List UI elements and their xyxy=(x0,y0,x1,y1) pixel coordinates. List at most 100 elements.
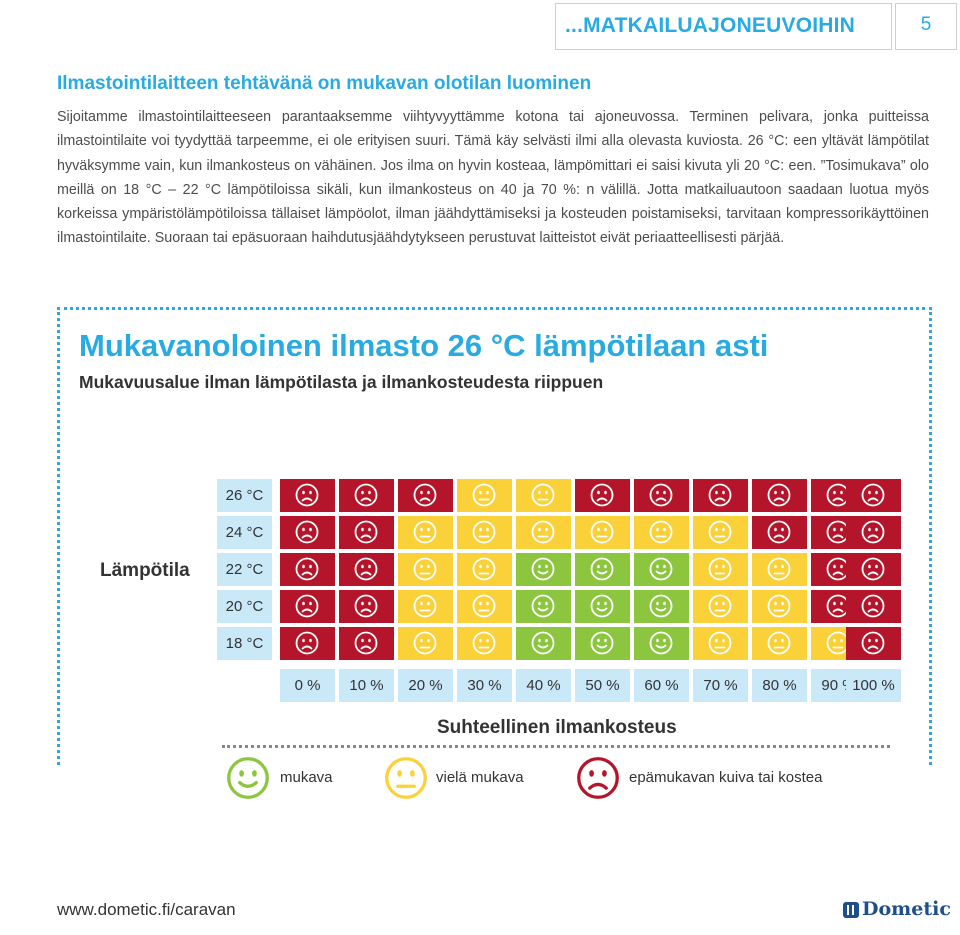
header-title-box xyxy=(555,3,892,50)
neutral-face-icon xyxy=(531,520,555,544)
frown-face-icon xyxy=(861,557,885,581)
heatmap-cell-epamukava xyxy=(280,479,335,512)
neutral-face-icon xyxy=(708,594,732,618)
heatmap-cell-vielä xyxy=(752,553,807,586)
y-tick-18: 18 °C xyxy=(217,627,272,660)
frown-face-icon xyxy=(354,557,378,581)
page-number: 5 xyxy=(920,14,932,35)
heatmap-cell-epamukava xyxy=(752,479,807,512)
frown-face-icon xyxy=(354,631,378,655)
heatmap-cell-vielä xyxy=(457,516,512,549)
heatmap-cell-epamukava xyxy=(280,627,335,660)
neutral-face-icon xyxy=(413,631,437,655)
heatmap-cell-epamukava xyxy=(398,479,453,512)
heatmap-cell-mukava xyxy=(516,553,571,586)
heatmap-cell-vielä xyxy=(398,516,453,549)
heatmap-cell-vielä xyxy=(693,516,748,549)
x-tick-10: 10 % xyxy=(339,669,394,702)
frown-face-icon xyxy=(295,631,319,655)
heatmap-cell-epamukava xyxy=(752,516,807,549)
heatmap-cell-vielä xyxy=(457,479,512,512)
y-tick-22: 22 °C xyxy=(217,553,272,586)
frown-face-icon xyxy=(295,594,319,618)
heatmap-cell-vielä xyxy=(516,479,571,512)
frown-face-icon xyxy=(767,520,791,544)
smile-face-icon xyxy=(531,631,555,655)
smile-face-icon xyxy=(590,631,614,655)
smile-face-icon xyxy=(590,594,614,618)
x-axis-label: Suhteellinen ilmankosteus xyxy=(437,717,677,738)
heatmap-cell-vielä xyxy=(398,553,453,586)
heatmap-cell-vielä xyxy=(457,553,512,586)
heatmap-cell-epamukava xyxy=(846,553,901,586)
frown-face-icon xyxy=(708,483,732,507)
neutral-face-icon xyxy=(708,520,732,544)
heatmap-cell-epamukava xyxy=(339,516,394,549)
heatmap-cell-epamukava xyxy=(575,479,630,512)
y-axis-label: Lämpötila xyxy=(100,560,190,581)
x-tick-50: 50 % xyxy=(575,669,630,702)
neutral-face-icon xyxy=(472,557,496,581)
heatmap-cell-vielä xyxy=(398,627,453,660)
heatmap-cell-epamukava xyxy=(846,590,901,623)
frown-face-icon xyxy=(767,483,791,507)
smile-face-icon xyxy=(649,594,673,618)
x-tick-100: 100 % xyxy=(846,669,901,702)
heatmap-cell-mukava xyxy=(634,590,689,623)
heatmap-cell-epamukava xyxy=(280,516,335,549)
x-tick-40: 40 % xyxy=(516,669,571,702)
chart-title: Mukavanoloinen ilmasto 26 °C lämpötilaan… xyxy=(79,328,769,363)
heatmap-cell-mukava xyxy=(575,627,630,660)
legend-divider xyxy=(222,745,890,748)
neutral-face-icon xyxy=(767,557,791,581)
page-number-box xyxy=(895,3,957,50)
heatmap-cell-mukava xyxy=(516,590,571,623)
frown-face-icon xyxy=(861,594,885,618)
dometic-logo-text: Dometic xyxy=(862,898,951,920)
frown-face-icon xyxy=(295,557,319,581)
heatmap-cell-vielä xyxy=(752,627,807,660)
x-tick-80: 80 % xyxy=(752,669,807,702)
legend-label: mukava xyxy=(280,769,333,786)
heatmap-cell-vielä xyxy=(693,627,748,660)
section-title: ...MATKAILUAJONEUVOIHIN xyxy=(565,14,856,37)
heatmap-cell-epamukava xyxy=(339,553,394,586)
neutral-face-icon xyxy=(413,557,437,581)
neutral-face-icon xyxy=(413,594,437,618)
heatmap-cell-vielä xyxy=(693,590,748,623)
smile-face-icon xyxy=(531,557,555,581)
heatmap-cell-vielä xyxy=(752,590,807,623)
x-tick-0: 0 % xyxy=(280,669,335,702)
heatmap-cell-vielä xyxy=(516,516,571,549)
frown-face-icon xyxy=(295,483,319,507)
neutral-face-icon xyxy=(385,757,427,799)
smile-face-icon xyxy=(531,594,555,618)
neutral-face-icon xyxy=(767,631,791,655)
legend-label: vielä mukava xyxy=(436,769,524,786)
neutral-face-icon xyxy=(472,594,496,618)
heatmap-cell-mukava xyxy=(516,627,571,660)
heatmap-cell-vielä xyxy=(693,553,748,586)
frown-face-icon xyxy=(861,483,885,507)
heatmap-cell-mukava xyxy=(634,553,689,586)
heatmap-cell-epamukava xyxy=(693,479,748,512)
heatmap-cell-vielä xyxy=(575,516,630,549)
y-tick-20: 20 °C xyxy=(217,590,272,623)
heatmap-cell-epamukava xyxy=(339,590,394,623)
heatmap-cell-epamukava xyxy=(634,479,689,512)
heatmap-cell-epamukava xyxy=(846,479,901,512)
frown-face-icon xyxy=(295,520,319,544)
heatmap-cell-mukava xyxy=(575,590,630,623)
frown-face-icon xyxy=(649,483,673,507)
footer-url[interactable]: www.dometic.fi/caravan xyxy=(57,900,236,919)
y-tick-24: 24 °C xyxy=(217,516,272,549)
neutral-face-icon xyxy=(531,483,555,507)
heatmap-cell-epamukava xyxy=(280,590,335,623)
x-tick-20: 20 % xyxy=(398,669,453,702)
frown-face-icon xyxy=(354,520,378,544)
frown-face-icon xyxy=(861,520,885,544)
neutral-face-icon xyxy=(413,520,437,544)
neutral-face-icon xyxy=(708,631,732,655)
frown-face-icon xyxy=(861,631,885,655)
x-tick-70: 70 % xyxy=(693,669,748,702)
